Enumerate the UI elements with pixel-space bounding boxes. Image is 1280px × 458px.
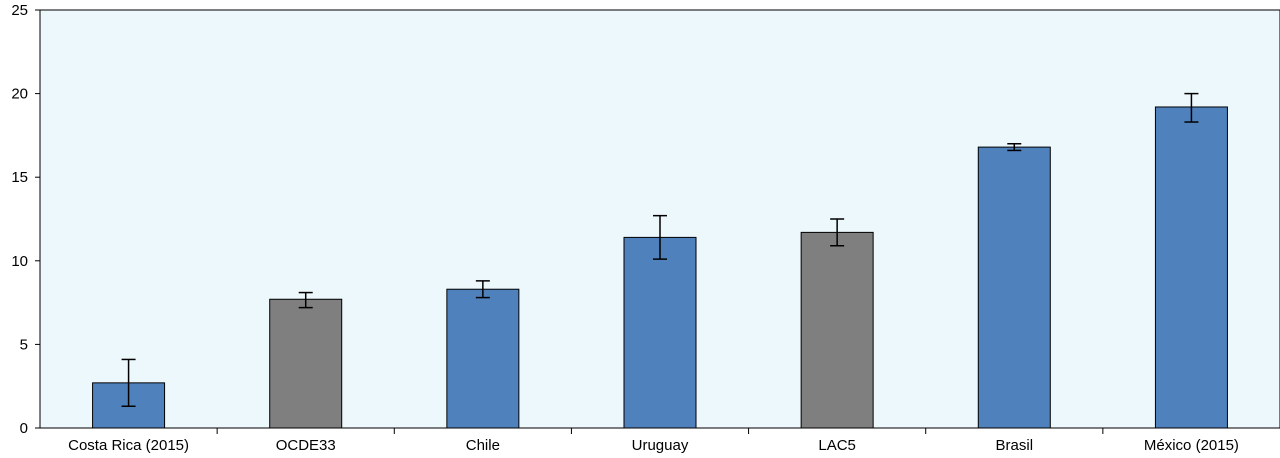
- bar: [269, 298, 343, 429]
- bar: [977, 146, 1051, 429]
- x-axis: Costa Rica (2015) OCDE33 Chile Uruguay LAC5 B…: [68, 428, 1239, 454]
- x-tick-label: OCDE33: [276, 437, 336, 454]
- bar: [1154, 106, 1228, 429]
- y-tick-label: 10: [11, 253, 28, 270]
- x-tick-label: México (2015): [1144, 437, 1239, 454]
- bar: [623, 236, 697, 429]
- bars-group: [92, 106, 1228, 429]
- y-tick-label: 15: [11, 169, 28, 186]
- y-axis: 0 5 10 15 20 25: [11, 2, 40, 437]
- y-tick-label: 20: [11, 86, 28, 103]
- y-tick-label: 25: [11, 2, 28, 19]
- y-tick-label: 0: [20, 420, 28, 437]
- x-tick-label: Costa Rica (2015): [68, 437, 189, 454]
- x-tick-label: Chile: [466, 437, 500, 454]
- x-tick-label: Brasil: [996, 437, 1034, 454]
- x-tick-label: LAC5: [818, 437, 856, 454]
- x-tick-label: Uruguay: [632, 437, 689, 454]
- bar: [800, 231, 874, 429]
- error-bars-group: [121, 92, 1199, 408]
- bar: [446, 288, 520, 429]
- y-tick-label: 5: [20, 336, 28, 353]
